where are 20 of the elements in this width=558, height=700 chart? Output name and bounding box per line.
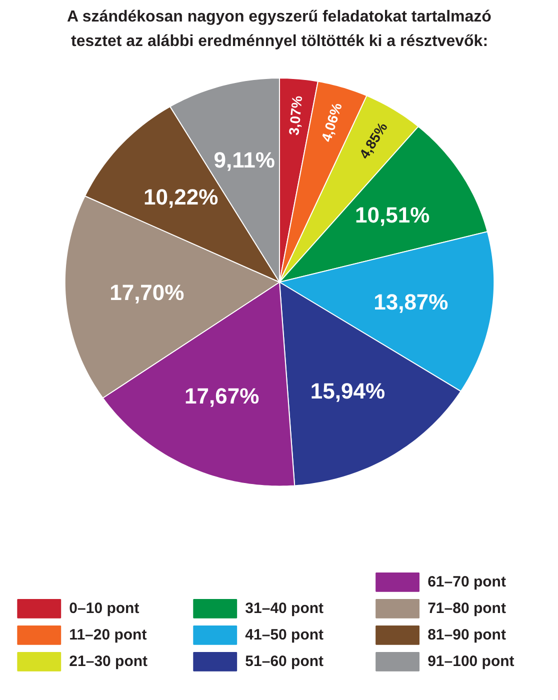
- legend-label: 21–30 pont: [69, 653, 148, 670]
- data-label: 10,51%: [355, 202, 430, 228]
- legend-label: 0–10 pont: [69, 600, 140, 618]
- legend-label: 41–50 pont: [245, 626, 324, 644]
- data-label: 3,07%: [286, 94, 306, 136]
- data-label: 4,06%: [318, 100, 346, 144]
- legend-label: 61–70 pont: [428, 574, 506, 591]
- legend-label: 91–100 pont: [428, 653, 514, 670]
- legend-label: 11–20 pont: [69, 626, 147, 644]
- legend-label: 71–80 pont: [428, 600, 506, 618]
- legend-label: 31–40 pont: [245, 600, 324, 618]
- data-label: 15,94%: [310, 378, 386, 404]
- data-label: 17,67%: [184, 384, 260, 409]
- legend-label: 81–90 pont: [428, 626, 506, 644]
- data-label: 13,87%: [374, 289, 448, 314]
- legend-label: 51–60 pont: [245, 653, 324, 670]
- data-label: 17,70%: [110, 280, 184, 306]
- chart-title: A szándékosan nagyon egyszerű feladatokat tartalmazó tesztet az alábbi eredménnyel töltötték ki a résztvevők:: [66, 8, 492, 50]
- data-label: 9,11%: [214, 148, 275, 173]
- data-label: 10,22%: [144, 184, 218, 210]
